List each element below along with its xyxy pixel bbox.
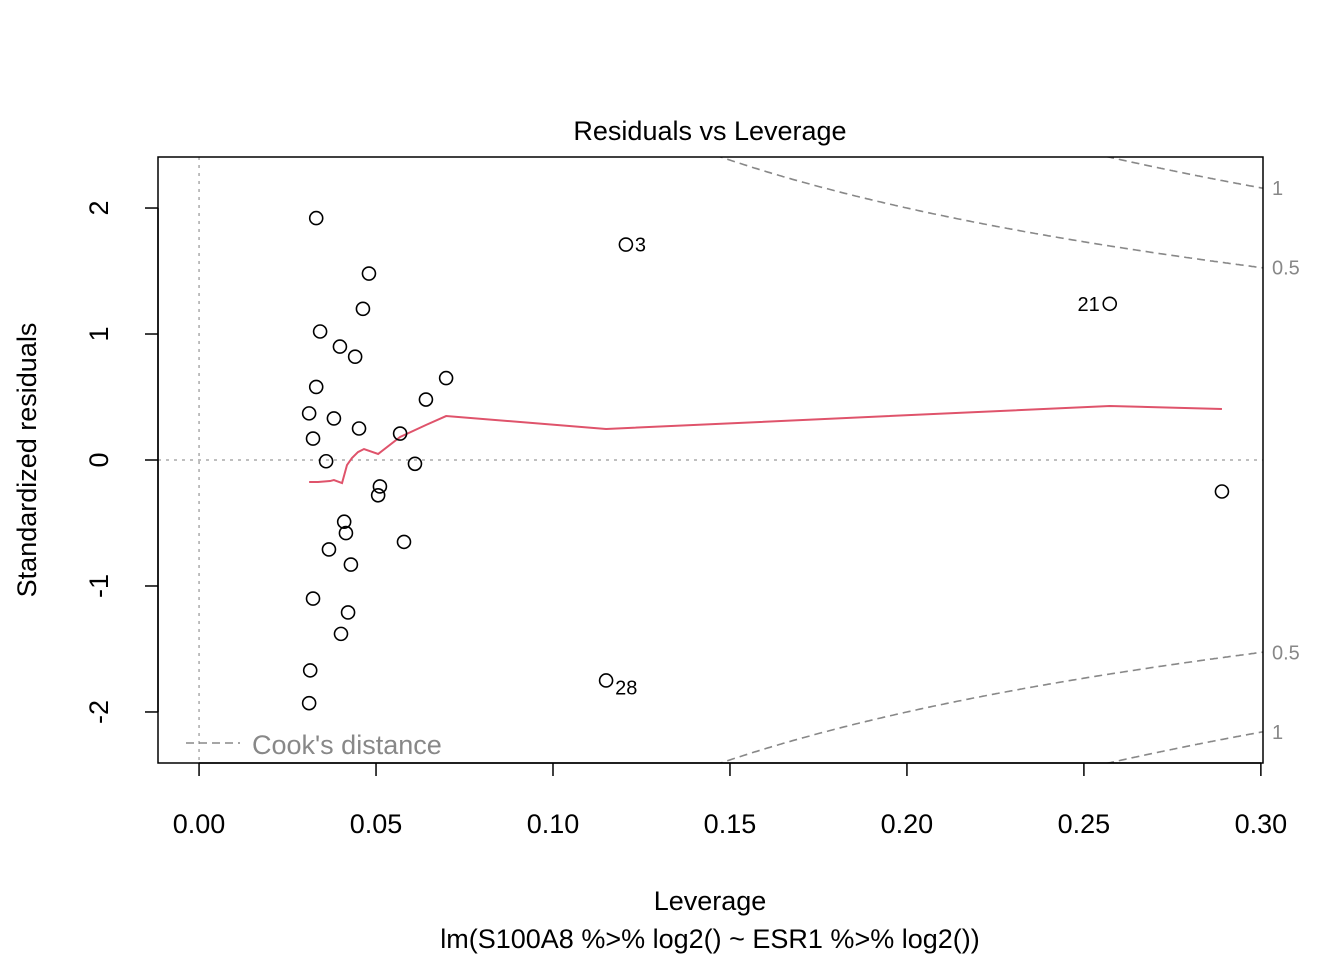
x-tick-label: 0.10 [527, 809, 580, 839]
data-point [312, 324, 328, 339]
data-point [438, 370, 454, 386]
x-axis-label: Leverage [654, 886, 767, 916]
data-point [340, 605, 356, 620]
cooks-distance-level-label: 1 [1272, 722, 1283, 744]
chart-subtitle: lm(S100A8 %>% log2() ~ ESR1 %>% log2()) [440, 924, 980, 954]
cooks-distance-level-label: 1 [1272, 178, 1283, 200]
data-point [407, 456, 423, 472]
data-point [347, 349, 363, 364]
x-tick-label: 0.30 [1235, 809, 1288, 839]
data-point [618, 237, 634, 252]
y-axis-label: Standardized residuals [12, 323, 42, 598]
data-point [308, 379, 324, 395]
cooks-distance-contour [718, 651, 1263, 763]
data-point [333, 626, 349, 642]
legend-label: Cook's distance [252, 730, 442, 760]
data-point [318, 453, 334, 469]
data-point [355, 301, 371, 317]
x-tick-label: 0.25 [1058, 809, 1111, 839]
data-point [332, 339, 348, 354]
point-label: 28 [615, 677, 637, 699]
data-point [598, 673, 614, 688]
x-tick-label: 0.20 [881, 809, 934, 839]
data-point [392, 426, 408, 441]
data-point [336, 514, 352, 530]
data-point [305, 431, 321, 446]
point-label: 3 [635, 235, 646, 257]
data-point [396, 534, 412, 550]
data-point [372, 479, 388, 494]
y-tick-label: -2 [84, 700, 114, 724]
data-point [302, 663, 318, 678]
point-label: 21 [1077, 294, 1099, 316]
data-point [351, 421, 367, 436]
data-point [370, 487, 386, 503]
y-tick-label: 1 [84, 326, 114, 341]
data-point [1102, 296, 1118, 312]
data-point [418, 392, 434, 407]
data-point [301, 695, 317, 711]
data-point [361, 266, 377, 281]
smooth-line [309, 404, 1222, 485]
data-point [321, 542, 337, 557]
y-tick-label: -1 [84, 574, 114, 598]
data-point [301, 406, 317, 421]
cooks-distance-level-label: 0.5 [1272, 258, 1300, 280]
data-point [305, 591, 321, 606]
data-point [308, 210, 324, 226]
y-tick-label: 0 [84, 452, 114, 467]
cooks-distance-level-label: 0.5 [1272, 642, 1300, 664]
data-point [343, 557, 359, 572]
x-tick-label: 0.00 [173, 809, 226, 839]
x-tick-label: 0.15 [704, 809, 757, 839]
data-point [1214, 484, 1230, 499]
x-tick-label: 0.05 [350, 809, 403, 839]
data-point [338, 525, 354, 541]
cooks-distance-contour [718, 157, 1263, 269]
data-point [326, 411, 342, 426]
chart-title: Residuals vs Leverage [573, 116, 846, 146]
y-tick-label: 2 [84, 201, 114, 216]
